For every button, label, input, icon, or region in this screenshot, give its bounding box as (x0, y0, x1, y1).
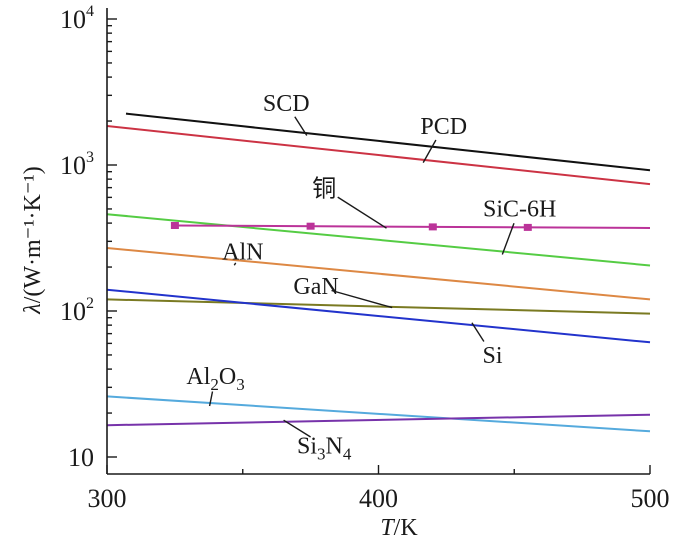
leader-line-sic-6h (501, 223, 515, 255)
series-label-si-n: Si3N4 (297, 433, 352, 463)
series-label-scd: SCD (263, 91, 310, 117)
series-label-sic-6h: SiC-6H (483, 196, 556, 222)
series-line-si (106, 288, 651, 344)
series-label-al-o: Al2O3 (186, 364, 244, 394)
series-line-pcd (106, 125, 651, 186)
series-line-copper (174, 224, 651, 229)
series-label-gan: GaN (293, 274, 338, 300)
series-line-si-n (106, 413, 651, 427)
x-tick-label-500: 500 (631, 484, 670, 513)
y-tick-label-1000: 103 (60, 149, 94, 180)
leader-line-al-o (208, 391, 214, 407)
series-line-al-o (106, 395, 651, 433)
leader-line-aln (233, 262, 237, 266)
leader-line-scd (294, 116, 308, 136)
x-tick-label-400: 400 (359, 484, 398, 513)
y-tick-label-10000: 104 (60, 3, 94, 34)
leader-line-si-n (283, 419, 311, 438)
marker-copper-3 (428, 223, 437, 231)
leader-line-copper (337, 196, 387, 229)
y-tick-label-10: 10 (68, 443, 94, 472)
series-line-gan (106, 298, 651, 315)
y-axis-symbol: λ (20, 303, 46, 314)
leader-line-si (471, 322, 485, 342)
series-label-si: Si (482, 343, 502, 369)
y-axis-unit: /(W·m⁻¹·K⁻¹) (20, 166, 46, 303)
x-axis-title: T/K (380, 515, 418, 541)
marker-copper-2 (306, 222, 315, 230)
axes (106, 8, 650, 475)
leader-line-gan (331, 289, 393, 309)
series-line-aln (106, 247, 651, 301)
y-axis-title: λ/(W·m⁻¹·K⁻¹) (20, 166, 46, 314)
x-axis-symbol: T (380, 515, 395, 541)
axis-titles: T/K λ/(W·m⁻¹·K⁻¹) (20, 166, 418, 541)
x-tick-label-300: 300 (88, 484, 127, 513)
series-line-scd (125, 112, 651, 172)
x-axis-unit: /K (394, 515, 419, 541)
axis-ticks: 300 400 500 10 102 103 104 (60, 3, 670, 513)
marker-copper-4 (523, 223, 532, 231)
y-tick-label-100: 102 (60, 295, 94, 326)
series-label-pcd: PCD (420, 114, 467, 140)
marker-copper-1 (170, 222, 179, 229)
leader-line-pcd (422, 139, 437, 163)
series-label-copper: 铜 (312, 176, 336, 203)
series-label-aln: AlN (222, 240, 263, 266)
series-labels: SCD PCD 铜 SiC-6H AlN GaN Si Al2O3 Si3N4 (186, 91, 556, 463)
series-line-sic-6h (106, 213, 651, 267)
series-lines (106, 112, 651, 433)
